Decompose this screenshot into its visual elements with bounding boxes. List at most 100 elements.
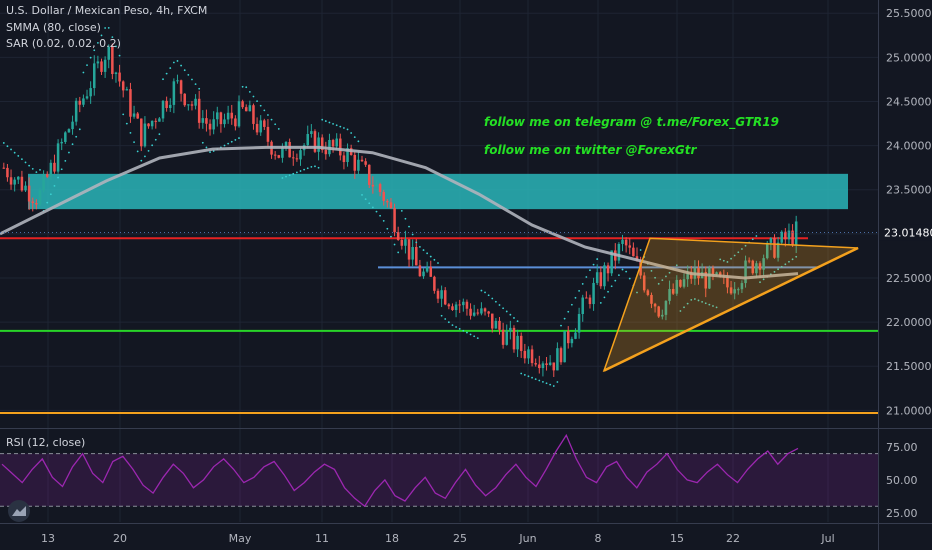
sar-dot [704, 302, 707, 305]
triangle-support-line [603, 246, 859, 372]
sar-dot [715, 306, 718, 309]
sar-dot [335, 124, 338, 127]
sar-dot [158, 133, 161, 136]
sar-dot [592, 263, 595, 266]
candle-body [487, 311, 490, 314]
candle-body [708, 267, 711, 289]
sar-dot [393, 243, 396, 246]
sar-dot [397, 251, 400, 254]
price-tag-bg [879, 224, 932, 241]
candle-body [360, 159, 364, 162]
candle-body [498, 320, 501, 330]
candle-body [118, 72, 121, 82]
sar-dot [24, 161, 27, 164]
candle-body [527, 349, 530, 359]
sar-dot [476, 337, 479, 340]
sar-dot [712, 305, 714, 307]
sar-dot [759, 281, 761, 284]
rsi-legend[interactable]: RSI (12, close) [6, 436, 86, 449]
sar-legend[interactable]: SAR (0.02, 0.02, 0.2) [6, 37, 121, 50]
candle-body [165, 100, 168, 109]
candle-body [501, 329, 505, 345]
candle-body [378, 184, 382, 192]
candle-body [581, 297, 584, 314]
candle-body [671, 289, 675, 294]
candle-body [100, 61, 103, 72]
x-axis-label: 8 [595, 532, 602, 545]
sar-dot [285, 175, 287, 178]
candle-body [519, 335, 523, 351]
candle-body [263, 120, 266, 127]
sar-dot [628, 277, 631, 280]
candle-body [317, 137, 320, 152]
candle-body [237, 101, 241, 127]
sar-dot [343, 127, 345, 129]
sar-dot [332, 122, 334, 125]
candle-body [668, 289, 671, 301]
candle-body [9, 177, 13, 185]
sar-dot [686, 302, 689, 305]
sar-dot [71, 143, 74, 146]
twitter-note: follow me on twitter @ForexGtr [484, 143, 697, 157]
candle-body [791, 230, 794, 245]
candle-body [20, 176, 24, 191]
candle-body [74, 100, 78, 122]
candle-body [646, 290, 650, 295]
candle-body [60, 141, 63, 144]
sar-dot [527, 375, 530, 378]
candle-body [17, 176, 20, 180]
candle-body [704, 272, 708, 289]
candle-body [404, 239, 407, 246]
x-axis-label: 11 [315, 532, 329, 545]
candle-body [31, 201, 35, 203]
sar-dot [13, 151, 16, 154]
candle-body [194, 98, 197, 106]
candle-body [755, 263, 758, 274]
candle-body [440, 290, 443, 299]
candle-body [769, 237, 773, 243]
sar-dot [10, 148, 12, 151]
candle-body [415, 246, 418, 266]
smma-legend[interactable]: SMMA (80, close) [6, 21, 101, 34]
candle-body [566, 331, 570, 344]
candle-body [89, 88, 92, 97]
sar-dot [107, 26, 110, 29]
sar-dot [154, 138, 157, 141]
candle-body [364, 161, 367, 165]
sar-dot [281, 177, 284, 179]
candle-body [451, 306, 454, 311]
candle-body [64, 132, 67, 142]
y-axis-label: 24.00000 [886, 140, 932, 153]
sar-dot [176, 60, 179, 62]
rsi-line [1, 433, 799, 508]
sar-dot [570, 303, 573, 306]
sar-dot [701, 300, 704, 303]
sar-dot [93, 49, 96, 52]
sar-dot [60, 168, 63, 171]
sar-dot [603, 296, 606, 299]
candle-body [310, 131, 313, 134]
sar-dot [531, 376, 533, 379]
candle-body [516, 335, 519, 350]
candle-body [71, 121, 74, 130]
sar-dot [2, 142, 5, 144]
candle-body [541, 363, 545, 369]
candle-body [335, 138, 338, 147]
candle-body [675, 279, 679, 294]
sar-dot [538, 379, 541, 382]
sar-dot [180, 64, 183, 67]
y-axis-label: 24.50000 [886, 95, 932, 108]
x-axis-label: 18 [385, 532, 399, 545]
sar-dot [657, 282, 660, 285]
candle-body [592, 282, 595, 305]
candle-body [306, 133, 310, 146]
sar-dot [122, 113, 125, 116]
sar-dot [125, 122, 128, 125]
candle-body [27, 185, 31, 202]
candle-body [773, 237, 776, 258]
tradingview-logo-icon[interactable] [8, 500, 30, 522]
sar-dot [183, 69, 186, 72]
sar-dot [96, 41, 99, 44]
sar-dot [78, 128, 81, 131]
